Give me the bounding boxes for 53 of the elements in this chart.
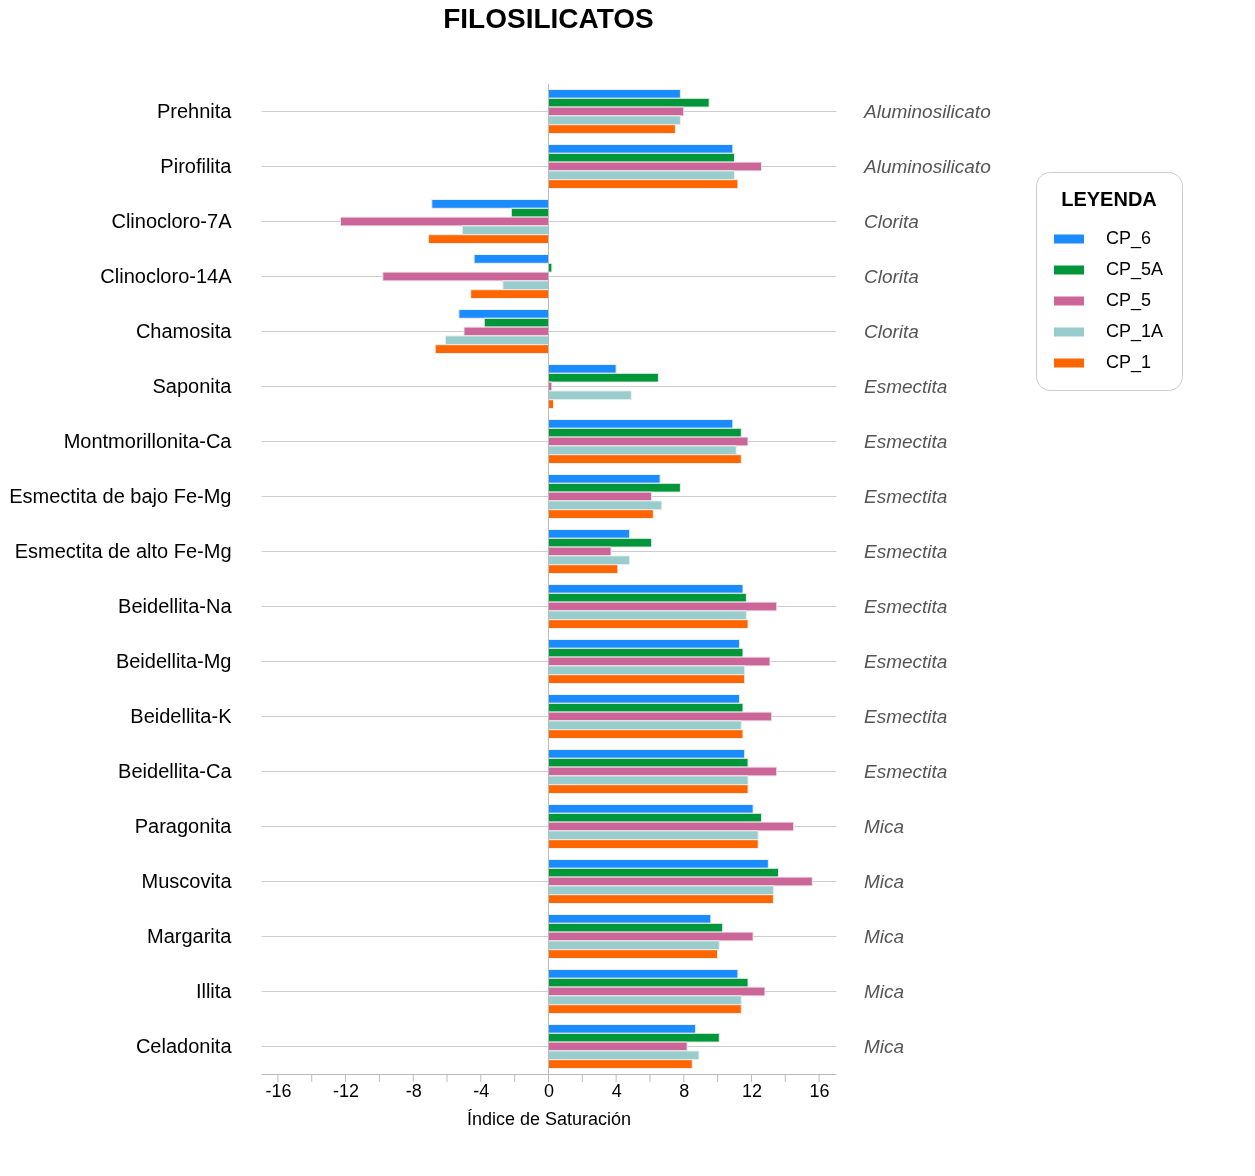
y-tick-label: Prehnita (157, 99, 233, 122)
legend-label: CP_5A (1106, 259, 1164, 280)
y-tick-label: Clinocloro-14A (100, 264, 233, 287)
y2-tick-label: Mica (864, 925, 905, 947)
chart-title: FILOSILICATOS (443, 2, 654, 34)
y-tick-label: Muscovita (141, 869, 233, 892)
x-tick-label: -16 (265, 1080, 292, 1101)
y2-tick-label: Mica (864, 980, 905, 1002)
legend-label: CP_1 (1106, 352, 1152, 373)
y2-tick-label: Esmectita (864, 595, 948, 617)
y-tick-label: Beidellita-K (130, 704, 233, 727)
y2-tick-label: Esmectita (864, 430, 948, 452)
y2-tick-label: Esmectita (864, 705, 948, 727)
y-tick-label: Beidellita-Na (118, 594, 233, 617)
x-tick-label: 8 (679, 1080, 690, 1101)
x-tick-label: 16 (809, 1080, 830, 1101)
x-axis-title: Índice de Saturación (466, 1108, 632, 1129)
y-tick-label: Paragonita (134, 814, 233, 837)
y-tick-label: Margarita (147, 924, 233, 947)
y-tick-label: Celadonita (135, 1034, 233, 1057)
y2-tick-label: Esmectita (864, 485, 948, 507)
y2-tick-label: Clorita (864, 210, 919, 232)
y2-tick-label: Mica (864, 815, 905, 837)
y2-tick-label: Esmectita (864, 540, 948, 562)
y-tick-label: Montmorillonita-Ca (63, 429, 233, 452)
legend-label: CP_5 (1106, 290, 1152, 311)
y-tick-label: Beidellita-Mg (115, 649, 232, 672)
y2-tick-label: Aluminosilicato (863, 155, 991, 177)
y2-tick-label: Aluminosilicato (863, 100, 991, 122)
y2-tick-label: Esmectita (864, 760, 948, 782)
y-tick-label: Chamosita (135, 319, 233, 342)
y2-tick-label: Esmectita (864, 650, 948, 672)
y-tick-label: Illita (195, 979, 233, 1002)
x-tick-label: -4 (473, 1080, 490, 1101)
legend-title: LEYENDA (1061, 188, 1157, 210)
x-tick-label: 12 (741, 1080, 762, 1101)
legend-label: CP_1A (1106, 321, 1164, 342)
y-tick-label: Pirofilita (160, 154, 233, 177)
x-tick-label: -8 (405, 1080, 422, 1101)
y-tick-label: Beidellita-Ca (118, 759, 233, 782)
x-tick-label: 4 (611, 1080, 622, 1101)
y2-tick-label: Mica (864, 1035, 905, 1057)
y-tick-label: Esmectita de alto Fe-Mg (14, 539, 232, 562)
legend-label: CP_6 (1106, 228, 1152, 249)
y2-tick-label: Esmectita (864, 375, 948, 397)
y2-tick-label: Clorita (864, 265, 919, 287)
y2-tick-label: Mica (864, 870, 905, 892)
x-tick-label: 0 (543, 1080, 555, 1101)
y-tick-label: Clinocloro-7A (111, 209, 233, 232)
y2-tick-label: Clorita (864, 320, 919, 342)
x-tick-label: -12 (333, 1080, 360, 1101)
y-tick-label: Esmectita de bajo Fe-Mg (9, 484, 232, 507)
y-tick-label: Saponita (152, 374, 233, 397)
